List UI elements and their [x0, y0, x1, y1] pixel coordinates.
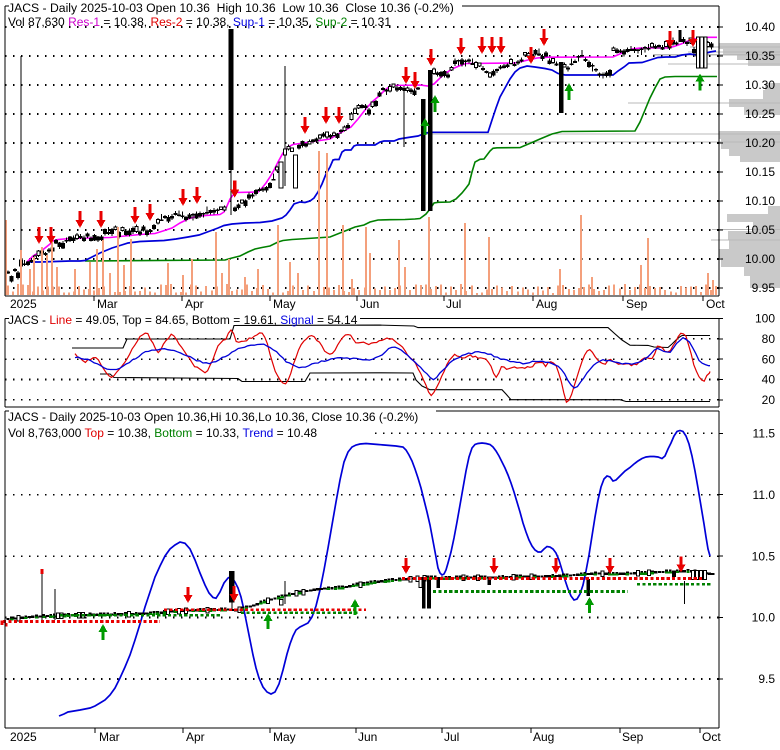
svg-text:Sep: Sep [622, 730, 644, 744]
svg-text:May: May [273, 730, 296, 744]
svg-text:Oct: Oct [706, 297, 725, 311]
svg-text:9.5: 9.5 [758, 672, 775, 686]
svg-text:10.20: 10.20 [745, 136, 775, 150]
svg-text:Apr: Apr [185, 297, 204, 311]
svg-text:Jun: Jun [358, 730, 377, 744]
svg-text:10.35: 10.35 [745, 49, 775, 63]
svg-text:10.10: 10.10 [745, 194, 775, 208]
svg-text:Aug: Aug [533, 730, 554, 744]
svg-text:Sep: Sep [626, 297, 648, 311]
svg-text:10.05: 10.05 [745, 223, 775, 237]
svg-text:10.25: 10.25 [745, 107, 775, 121]
svg-text:40: 40 [762, 373, 776, 387]
svg-text:10.5: 10.5 [752, 549, 776, 563]
svg-text:10.0: 10.0 [752, 611, 776, 625]
svg-text:9.95: 9.95 [752, 281, 776, 295]
svg-text:20: 20 [762, 393, 776, 407]
svg-text:100: 100 [755, 312, 775, 326]
svg-text:2025: 2025 [10, 730, 37, 744]
svg-text:JACS - Daily 2025-10-03 Open 1: JACS - Daily 2025-10-03 Open 10.36,Hi 10… [8, 410, 418, 424]
svg-text:Aug: Aug [536, 297, 557, 311]
svg-text:May: May [273, 297, 296, 311]
svg-text:Jul: Jul [444, 730, 459, 744]
svg-text:JACS - Line = 49.05, Top = 84.: JACS - Line = 49.05, Top = 84.65, Bottom… [8, 313, 358, 327]
svg-text:10.30: 10.30 [745, 78, 775, 92]
svg-text:Mar: Mar [97, 297, 118, 311]
svg-text:Oct: Oct [702, 730, 721, 744]
svg-text:60: 60 [762, 352, 776, 366]
svg-text:10.40: 10.40 [745, 20, 775, 34]
svg-text:Vol 87,630 Res-1 = 10.38, Res-: Vol 87,630 Res-1 = 10.38, Res-2 = 10.38,… [8, 15, 391, 29]
svg-text:11.5: 11.5 [753, 427, 776, 441]
svg-text:11.0: 11.0 [753, 488, 776, 502]
svg-text:Vol 8,763,000 Top = 10.38, Bot: Vol 8,763,000 Top = 10.38, Bottom = 10.3… [8, 426, 317, 440]
svg-text:2025: 2025 [10, 297, 37, 311]
svg-text:10.00: 10.00 [745, 252, 775, 266]
svg-text:10.15: 10.15 [745, 165, 775, 179]
svg-text:Jun: Jun [360, 297, 379, 311]
svg-text:Mar: Mar [99, 730, 120, 744]
svg-text:JACS - Daily 2025-10-03 Open 1: JACS - Daily 2025-10-03 Open 10.36 High … [8, 1, 454, 15]
svg-text:80: 80 [762, 332, 776, 346]
svg-text:Jul: Jul [446, 297, 461, 311]
svg-text:Apr: Apr [186, 730, 205, 744]
